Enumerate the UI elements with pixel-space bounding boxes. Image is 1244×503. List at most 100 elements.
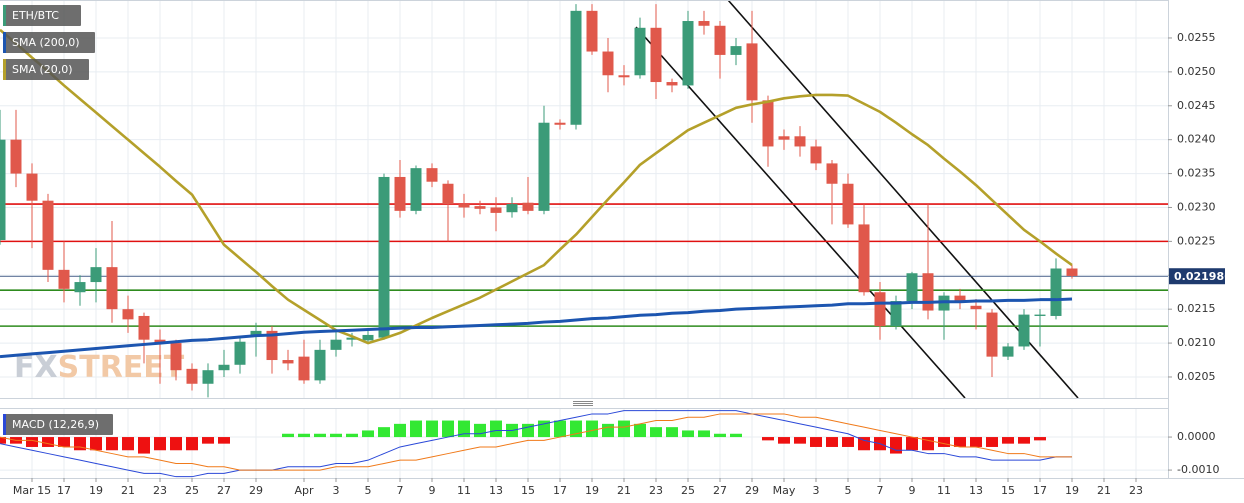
candle-body xyxy=(346,337,358,340)
histogram-bar xyxy=(410,420,422,438)
candle-body xyxy=(778,136,790,140)
candle-body xyxy=(538,122,550,211)
candle-body xyxy=(666,82,678,86)
legend-box xyxy=(3,5,81,26)
histogram-bar xyxy=(970,437,982,447)
candle-body xyxy=(378,176,390,338)
candle-body xyxy=(458,204,470,208)
candle-body xyxy=(762,100,774,147)
histogram-bar xyxy=(458,420,470,438)
histogram-bar xyxy=(490,420,502,438)
candle-body xyxy=(442,183,454,205)
histogram-bar xyxy=(362,430,374,438)
x-tick-label: 29 xyxy=(249,484,263,497)
candle-body xyxy=(90,267,102,283)
candle-body xyxy=(618,75,630,78)
histogram-bar xyxy=(858,437,870,451)
watermark: FXSTREET xyxy=(14,350,185,385)
candle-body xyxy=(890,301,902,327)
histogram-bar xyxy=(346,433,358,438)
candle-body xyxy=(250,330,262,337)
candle-body xyxy=(986,312,998,357)
candle-body xyxy=(826,163,838,184)
last-price-label: 0.021986 xyxy=(1174,270,1232,283)
x-tick-label: 17 xyxy=(1033,484,1047,497)
histogram-bar xyxy=(890,437,902,454)
candle-body xyxy=(954,295,966,303)
x-tick-label: 15 xyxy=(1001,484,1015,497)
histogram-bar xyxy=(634,423,646,438)
histogram-bar xyxy=(938,437,950,447)
histogram-bar xyxy=(0,437,6,444)
legend-label: ETH/BTC xyxy=(12,9,59,22)
candle-body xyxy=(330,339,342,350)
candle-body xyxy=(650,27,662,83)
x-tick-label: 21 xyxy=(1097,484,1111,497)
x-tick-label: 13 xyxy=(969,484,983,497)
macd-plot xyxy=(0,410,1072,478)
histogram-bar xyxy=(1034,437,1046,441)
candle-body xyxy=(794,136,806,147)
candle-body xyxy=(58,269,70,289)
candle-body xyxy=(970,305,982,310)
x-tick-label: 19 xyxy=(1065,484,1079,497)
legend-box xyxy=(3,59,89,80)
candle-body xyxy=(506,204,518,213)
x-tick-label: 3 xyxy=(333,484,340,497)
candle-body xyxy=(570,10,582,125)
x-tick-label: 15 xyxy=(521,484,535,497)
histogram-bar xyxy=(730,433,742,438)
x-tick-label: 5 xyxy=(365,484,372,497)
histogram-bar xyxy=(154,437,166,451)
legend-box xyxy=(3,414,113,435)
candle-body xyxy=(394,176,406,211)
candle-body xyxy=(362,334,374,341)
histogram-bar xyxy=(1018,437,1030,444)
legend-swatch xyxy=(3,59,6,80)
x-tick-label: 11 xyxy=(457,484,471,497)
x-tick-label: 5 xyxy=(845,484,852,497)
legend-label: SMA (200,0) xyxy=(12,36,80,49)
x-tick-label: 23 xyxy=(153,484,167,497)
histogram-bar xyxy=(170,437,182,451)
watermark-street: STREET xyxy=(58,350,185,385)
histogram-bar xyxy=(426,420,438,438)
candle-body xyxy=(698,21,710,26)
histogram-bar xyxy=(602,423,614,438)
candle-body xyxy=(170,343,182,371)
candle-body xyxy=(426,168,438,182)
y-tick-label: 0.0240 xyxy=(1177,133,1216,146)
y-tick-label: 0.0215 xyxy=(1177,302,1216,315)
candle-body xyxy=(1018,314,1030,347)
candle-body xyxy=(602,51,614,76)
histogram-bar xyxy=(650,427,662,438)
x-tick-label: 17 xyxy=(553,484,567,497)
main-plot xyxy=(0,0,1168,398)
channel-line xyxy=(635,26,966,398)
candle-body xyxy=(586,10,598,52)
x-tick-label: 17 xyxy=(57,484,71,497)
candle-body xyxy=(746,43,758,101)
candle-body xyxy=(842,183,854,225)
histogram-bar xyxy=(762,437,774,441)
x-tick-label: 23 xyxy=(1129,484,1143,497)
panel-resize-handle[interactable] xyxy=(573,401,593,406)
y-tick-label: 0.0255 xyxy=(1177,31,1216,44)
candle-body xyxy=(0,139,6,241)
x-tick-label: 19 xyxy=(585,484,599,497)
x-tick-label: 23 xyxy=(649,484,663,497)
histogram-bar xyxy=(474,423,486,438)
candle-body xyxy=(74,282,86,293)
y-tick-label: 0.0235 xyxy=(1177,167,1216,180)
candle-body xyxy=(874,292,886,327)
histogram-bar xyxy=(698,430,710,438)
histogram-bar xyxy=(618,420,630,438)
candle-body xyxy=(266,330,278,361)
legend-label: SMA (20,0) xyxy=(12,63,73,76)
histogram-bar xyxy=(394,423,406,438)
y-tick-label: 0.0205 xyxy=(1177,370,1216,383)
x-tick-label: May xyxy=(773,484,796,497)
histogram-bar xyxy=(794,437,806,444)
legend-swatch xyxy=(3,414,6,435)
